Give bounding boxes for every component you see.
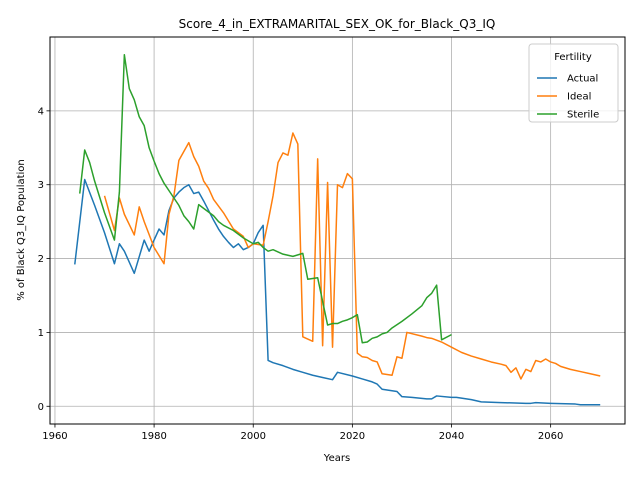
y-tick-label: 1	[38, 328, 44, 339]
legend-items: Actual Ideal Sterile	[537, 74, 599, 121]
y-tick-label: 3	[38, 180, 44, 191]
series-layer	[74, 53, 601, 406]
legend: Fertility Actual Ideal Sterile	[528, 43, 619, 123]
plot-frame	[49, 36, 626, 425]
y-axis: 0 1 2 3 4	[38, 106, 50, 413]
series-line-actual	[74, 178, 601, 406]
x-tick-label: 1980	[141, 431, 166, 442]
legend-label-sterile: Sterile	[567, 110, 599, 121]
series-line-ideal	[103, 132, 601, 380]
chart-title: Score_4_in_EXTRAMARITAL_SEX_OK_for_Black…	[179, 17, 496, 31]
legend-label-actual: Actual	[567, 74, 598, 85]
y-tick-label: 4	[38, 106, 44, 117]
x-tick-label: 2000	[241, 431, 266, 442]
y-axis-label: % of Black Q3_IQ Population	[16, 159, 27, 301]
y-tick-label: 0	[38, 402, 44, 413]
legend-label-ideal: Ideal	[567, 92, 591, 103]
y-tick-label: 2	[38, 254, 44, 265]
legend-title: Fertility	[554, 52, 592, 63]
x-axis-label: Years	[323, 453, 350, 464]
x-tick-label: 2020	[340, 431, 365, 442]
x-tick-label: 2060	[538, 431, 563, 442]
x-axis: 1960 1980 2000 2020 2040 2060	[42, 424, 563, 442]
legend-box	[528, 43, 619, 123]
x-tick-label: 1960	[42, 431, 67, 442]
series-line-sterile	[78, 53, 452, 344]
x-tick-label: 2040	[439, 431, 464, 442]
